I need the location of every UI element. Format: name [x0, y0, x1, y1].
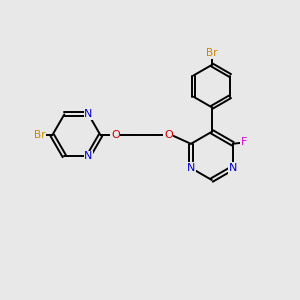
- Text: N: N: [84, 110, 93, 119]
- Text: N: N: [187, 163, 195, 173]
- Text: O: O: [111, 130, 120, 140]
- Text: Br: Br: [34, 130, 46, 140]
- Text: O: O: [164, 130, 172, 140]
- Text: N: N: [84, 151, 93, 161]
- Text: Br: Br: [206, 48, 218, 58]
- Text: F: F: [241, 137, 247, 147]
- Text: N: N: [229, 163, 237, 173]
